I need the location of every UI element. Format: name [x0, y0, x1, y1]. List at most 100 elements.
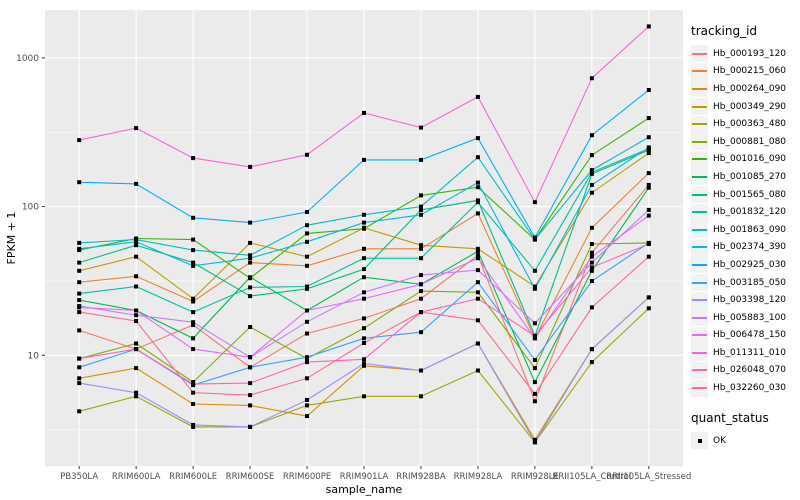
data-point	[475, 341, 480, 346]
data-point	[589, 347, 594, 352]
legend-item: Hb_000215_060	[691, 62, 799, 81]
legend-item-label: Hb_001863_090	[713, 224, 787, 235]
legend-item-label: Hb_000193_120	[713, 48, 787, 59]
legend-item-label: Hb_000349_290	[713, 101, 787, 112]
data-point	[191, 156, 196, 161]
x-tick-label: RRIM600LA	[112, 472, 161, 482]
legend-item-label: Hb_006478_150	[713, 330, 787, 341]
x-tick-label: RRIM928BA	[396, 472, 446, 482]
data-point	[362, 246, 366, 251]
y-tick-label: 10	[28, 351, 40, 361]
legend-item-label: Hb_000363_480	[713, 119, 787, 130]
data-point	[191, 320, 196, 325]
data-point	[77, 138, 82, 143]
data-point	[305, 355, 309, 360]
data-point	[191, 402, 196, 406]
legend-key	[691, 80, 708, 98]
legend-item-label: Hb_000881_080	[713, 136, 787, 147]
data-point	[248, 240, 253, 245]
data-point	[362, 394, 366, 399]
data-point	[248, 325, 253, 329]
data-point	[362, 290, 366, 295]
data-point	[646, 145, 651, 150]
legend-item: Hb_000264_090	[691, 80, 799, 98]
x-tick-label: RRIM600LE	[169, 472, 217, 482]
data-point	[134, 394, 139, 399]
data-point	[646, 135, 651, 140]
data-point	[475, 296, 480, 301]
data-point	[475, 211, 480, 216]
legend-item-label: Hb_000264_090	[713, 83, 787, 94]
legend-key	[691, 256, 708, 274]
data-point	[475, 246, 480, 251]
data-point	[362, 256, 366, 261]
data-point	[589, 279, 594, 283]
data-point	[532, 268, 537, 273]
data-point	[475, 155, 480, 160]
data-point	[362, 226, 366, 231]
data-point	[362, 212, 366, 217]
data-point	[589, 170, 594, 175]
data-point	[532, 237, 537, 242]
data-point	[419, 289, 423, 294]
data-point	[419, 246, 423, 251]
data-point	[305, 239, 309, 244]
data-point	[532, 284, 537, 289]
quant-ok-key	[691, 432, 708, 450]
legend-key-line-icon	[692, 123, 707, 126]
data-point	[475, 368, 480, 373]
data-point	[248, 260, 253, 265]
data-point	[589, 305, 594, 310]
legend-key	[691, 309, 708, 327]
legend-key	[691, 379, 708, 397]
data-point	[589, 76, 594, 81]
data-point	[532, 336, 537, 341]
x-axis-title: sample_name	[326, 483, 403, 496]
legend-item: Hb_001832_120	[691, 203, 799, 221]
legend-item: Hb_000349_290	[691, 98, 799, 116]
data-point	[248, 424, 253, 429]
legend-item-label: Hb_005883_100	[713, 312, 787, 323]
legend-key-line-icon	[692, 52, 707, 55]
data-point	[191, 347, 196, 352]
legend-item: Hb_001016_090	[691, 150, 799, 169]
data-point	[77, 291, 82, 296]
legend-key	[691, 115, 708, 133]
data-point	[77, 246, 82, 251]
data-point	[532, 366, 537, 371]
data-point	[475, 256, 480, 261]
legend-title: tracking_id	[691, 24, 758, 38]
legend-key-line-icon	[692, 369, 707, 372]
legend-key	[691, 238, 708, 256]
data-point	[646, 24, 651, 29]
data-point	[475, 253, 480, 258]
y-tick-label: 100	[22, 203, 39, 213]
legend-key	[691, 203, 708, 221]
data-point	[134, 308, 139, 313]
data-point	[475, 180, 480, 185]
data-point	[646, 207, 651, 212]
data-point	[77, 260, 82, 265]
data-point	[589, 260, 594, 265]
legend-key-line-icon	[692, 105, 707, 108]
legend-item: Hb_002374_390	[691, 238, 799, 257]
legend-item: Hb_000881_080	[691, 133, 799, 151]
data-point	[419, 330, 423, 335]
data-point	[362, 361, 366, 366]
data-point	[589, 268, 594, 273]
data-point	[419, 243, 423, 248]
data-point	[191, 237, 196, 242]
legend-item: Hb_003185_050	[691, 274, 799, 292]
data-point	[134, 254, 139, 259]
data-point	[419, 282, 423, 287]
legend-key	[691, 133, 708, 151]
legend-item: Hb_000193_120	[691, 45, 799, 63]
quant-legend-item: OK	[691, 432, 799, 450]
data-point	[475, 200, 480, 205]
data-point	[589, 242, 594, 246]
x-tick-label: RRIM901LA	[340, 472, 389, 482]
data-point	[248, 294, 253, 299]
data-point	[305, 210, 309, 214]
legend-item: Hb_006478_150	[691, 326, 799, 345]
data-point	[191, 260, 196, 265]
